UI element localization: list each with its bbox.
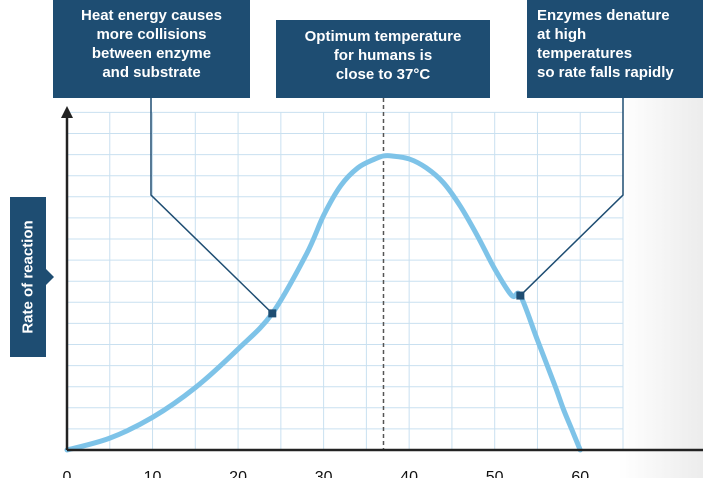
- x-tick-label: 40: [400, 469, 418, 478]
- y-axis-label-pointer: [46, 269, 54, 285]
- curve-marker: [516, 291, 525, 300]
- callout-optimum-temperature: Optimum temperature for humans is close …: [276, 20, 490, 98]
- x-tick-label: 10: [144, 469, 162, 478]
- x-tick-label: 60: [571, 469, 589, 478]
- y-axis-label-box: [10, 197, 46, 357]
- chart-grid: [66, 111, 624, 451]
- leader-line-denature: [519, 98, 624, 297]
- x-tick-label: 50: [486, 469, 504, 478]
- leader-line-heat: [150, 98, 273, 314]
- x-tick-label: 20: [229, 469, 247, 478]
- callout-denature: Enzymes denature at high temperatures so…: [527, 0, 703, 98]
- x-tick-label: 30: [315, 469, 333, 478]
- x-tick-label: 0: [63, 469, 72, 478]
- callout-heat-energy: Heat energy causes more collisions betwe…: [53, 0, 250, 98]
- y-axis-arrowhead: [61, 106, 73, 118]
- curve-marker: [268, 309, 277, 318]
- chart-axes: [61, 106, 703, 452]
- y-axis-label: Rate of reaction: [19, 220, 37, 334]
- x-tick-labels: 0 10 20 30 40 50 60: [63, 469, 590, 478]
- callout-leader-lines: [150, 98, 624, 314]
- curve-markers: [268, 291, 525, 318]
- rate-curve: [64, 153, 583, 453]
